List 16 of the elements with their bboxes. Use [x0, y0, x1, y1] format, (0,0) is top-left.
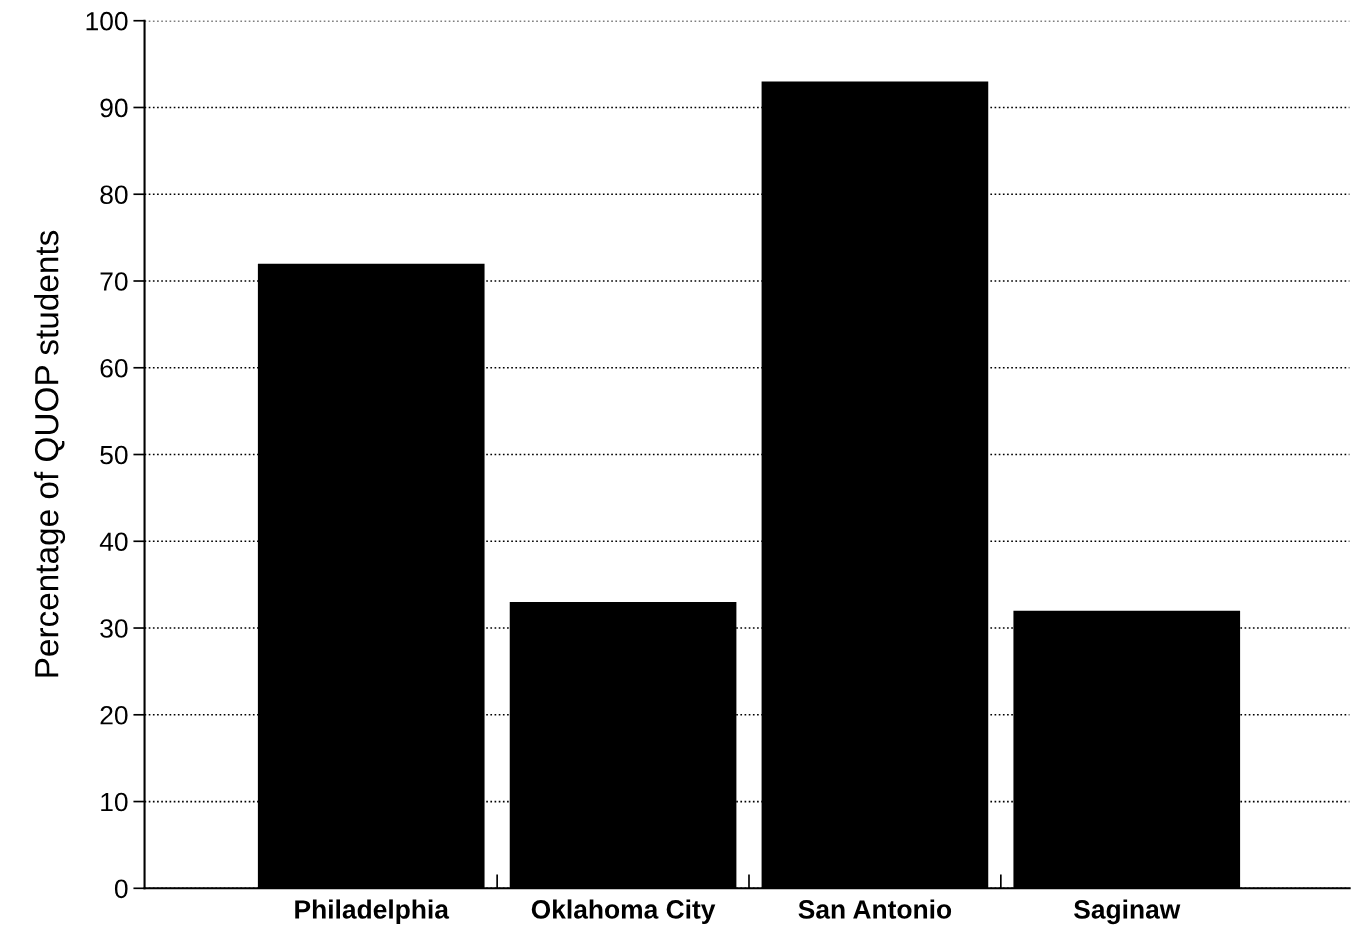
x-tick-label: Oklahoma City	[531, 899, 716, 925]
y-tick-label: 60	[100, 358, 128, 378]
y-tick-label: 80	[100, 185, 128, 205]
y-axis-title: Percentage of QUOP students	[34, 230, 66, 677]
y-tick-label: 70	[100, 272, 128, 291]
y-tick-label: 20	[100, 705, 128, 725]
x-tick-label: San Antonio	[798, 899, 952, 919]
y-tick-label: 30	[100, 619, 128, 638]
y-tick-label: 40	[99, 532, 128, 552]
x-tick-label: Philadelphia	[295, 899, 450, 925]
y-tick-label: 100	[86, 11, 128, 31]
x-tick-label: Saginaw	[1074, 899, 1181, 925]
y-tick-label: 90	[100, 98, 128, 118]
y-tick-label: 0	[114, 879, 128, 899]
y-tick-label: 10	[101, 792, 128, 812]
y-tick-label: 50	[100, 445, 128, 465]
